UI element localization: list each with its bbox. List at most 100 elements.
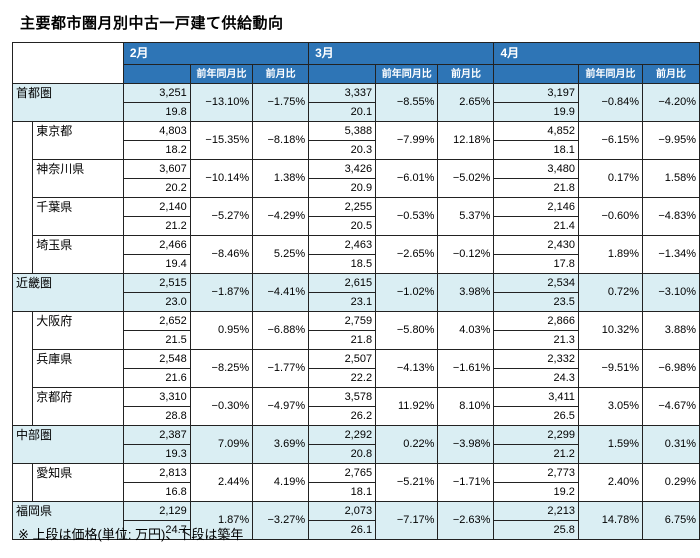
table-row: 神奈川県 3,607 −10.14% 1.38% 3,426 −6.01% −5.02% 3,… <box>13 159 700 198</box>
price-value: 2,507 <box>308 349 377 369</box>
building-age-value: 21.8 <box>493 178 579 198</box>
mom-value: −4.20% <box>642 83 700 122</box>
area-name: 福岡県 <box>12 501 124 540</box>
blank-sub-header <box>122 64 191 84</box>
price-value: 2,430 <box>493 235 579 255</box>
price-value: 2,615 <box>308 273 377 293</box>
yoy-value: −5.80% <box>375 311 439 350</box>
yoy-value: −1.02% <box>375 273 439 312</box>
area-name: 首都圏 <box>12 83 124 122</box>
building-age-value: 19.8 <box>122 102 191 122</box>
price-value: 3,310 <box>122 387 191 407</box>
mom-value: −5.02% <box>437 159 495 198</box>
mom-value: −4.29% <box>252 197 310 236</box>
table-body: 2月 3月 4月 前年同月比 前月比 前年同月比 前月比 前年同月比 前月比 首… <box>11 42 700 540</box>
yoy-value: −8.46% <box>189 235 254 274</box>
table-row: 埼玉県 2,466 −8.46% 5.25% 2,463 −2.65% −0.12% 2,43… <box>13 235 700 274</box>
yoy-value: −7.17% <box>375 501 439 540</box>
month-header: 4月 <box>493 42 700 65</box>
blank-sub-header <box>308 64 377 84</box>
yoy-value: 7.09% <box>189 425 254 464</box>
area-name: 大阪府 <box>32 311 124 350</box>
mom-value: 3.69% <box>252 425 310 464</box>
building-age-value: 20.3 <box>308 140 377 160</box>
yoy-value: −0.30% <box>189 387 254 426</box>
price-value: 2,299 <box>493 425 579 445</box>
building-age-value: 19.3 <box>122 444 191 464</box>
table-row: 大阪府 2,652 0.95% −6.88% 2,759 −5.80% 4.03% 2,866… <box>11 311 700 426</box>
area-name: 近畿圏 <box>12 273 124 312</box>
mom-value: −6.88% <box>252 311 310 350</box>
table-row: 東京都 4,803 −15.35% −8.18% 5,388 −7.99% 12.18% 4,… <box>11 121 700 274</box>
mom-header: 前月比 <box>437 64 495 84</box>
table-row: 首都圏 3,251 −13.10% −1.75% 3,337 −8.55% 2.65% 3,1… <box>12 83 700 122</box>
price-value: 2,129 <box>122 501 191 521</box>
yoy-value: 1.59% <box>577 425 644 464</box>
price-value: 2,534 <box>493 273 579 293</box>
building-age-value: 26.2 <box>308 406 377 426</box>
yoy-value: −7.99% <box>375 121 439 160</box>
yoy-value: 3.05% <box>577 387 644 426</box>
yoy-value: −6.01% <box>375 159 439 198</box>
building-age-value: 26.1 <box>308 520 377 540</box>
blank-sub-header <box>493 64 579 84</box>
yoy-value: 0.95% <box>189 311 254 350</box>
mom-value: −4.67% <box>642 387 700 426</box>
yoy-value: 2.40% <box>577 463 644 502</box>
mom-header: 前月比 <box>642 64 700 84</box>
building-age-value: 21.8 <box>308 330 377 350</box>
price-value: 2,773 <box>493 463 579 483</box>
price-value: 2,866 <box>493 311 579 331</box>
price-value: 2,140 <box>122 197 191 217</box>
mom-value: −4.41% <box>252 273 310 312</box>
mom-value: −4.83% <box>642 197 700 236</box>
building-age-value: 19.9 <box>493 102 579 122</box>
yoy-value: −8.25% <box>189 349 254 388</box>
building-age-value: 21.2 <box>493 444 579 464</box>
mom-value: 3.98% <box>437 273 495 312</box>
price-value: 2,332 <box>493 349 579 369</box>
indent-cell <box>11 121 34 274</box>
building-age-value: 28.8 <box>122 406 191 426</box>
yoy-value: 0.22% <box>375 425 439 464</box>
mom-value: −9.95% <box>642 121 700 160</box>
building-age-value: 22.2 <box>308 368 377 388</box>
table-row: 千葉県 2,140 −5.27% −4.29% 2,255 −0.53% 5.37% 2,14… <box>13 197 700 236</box>
table-row: 兵庫県 2,548 −8.25% −1.77% 2,507 −4.13% −1.61% 2,3… <box>13 349 700 388</box>
area-name: 千葉県 <box>32 197 124 236</box>
building-age-value: 24.3 <box>493 368 579 388</box>
area-name: 中部圏 <box>12 425 124 464</box>
building-age-value: 16.8 <box>122 482 191 502</box>
yoy-value: 0.72% <box>577 273 644 312</box>
building-age-value: 20.9 <box>308 178 377 198</box>
yoy-value: −13.10% <box>189 83 254 122</box>
building-age-value: 26.5 <box>493 406 579 426</box>
building-age-value: 21.2 <box>122 216 191 236</box>
price-value: 2,213 <box>493 501 579 521</box>
price-value: 3,578 <box>308 387 377 407</box>
price-value: 4,852 <box>493 121 579 141</box>
price-value: 3,337 <box>308 83 377 103</box>
price-value: 2,073 <box>308 501 377 521</box>
building-age-value: 20.8 <box>308 444 377 464</box>
mom-value: −8.18% <box>252 121 310 160</box>
month-header: 2月 <box>122 42 310 65</box>
building-age-value: 18.2 <box>122 140 191 160</box>
yoy-value: −6.15% <box>577 121 644 160</box>
yoy-value: 1.87% <box>189 501 254 540</box>
building-age-value: 20.2 <box>122 178 191 198</box>
mom-value: −1.34% <box>642 235 700 274</box>
price-value: 2,146 <box>493 197 579 217</box>
building-age-value: 25.8 <box>493 520 579 540</box>
price-value: 2,463 <box>308 235 377 255</box>
building-age-value: 21.3 <box>493 330 579 350</box>
mom-value: −3.10% <box>642 273 700 312</box>
yoy-header: 前年同月比 <box>375 64 439 84</box>
month-header: 3月 <box>308 42 495 65</box>
yoy-value: 11.92% <box>375 387 439 426</box>
area-name: 京都府 <box>32 387 124 426</box>
yoy-value: −5.21% <box>375 463 439 502</box>
table-row: 23.0 23.1 23.5 <box>13 292 700 312</box>
table-row: 福岡県 2,129 1.87% −3.27% 2,073 −7.17% −2.63% 2,21… <box>12 501 700 540</box>
price-value: 2,466 <box>122 235 191 255</box>
